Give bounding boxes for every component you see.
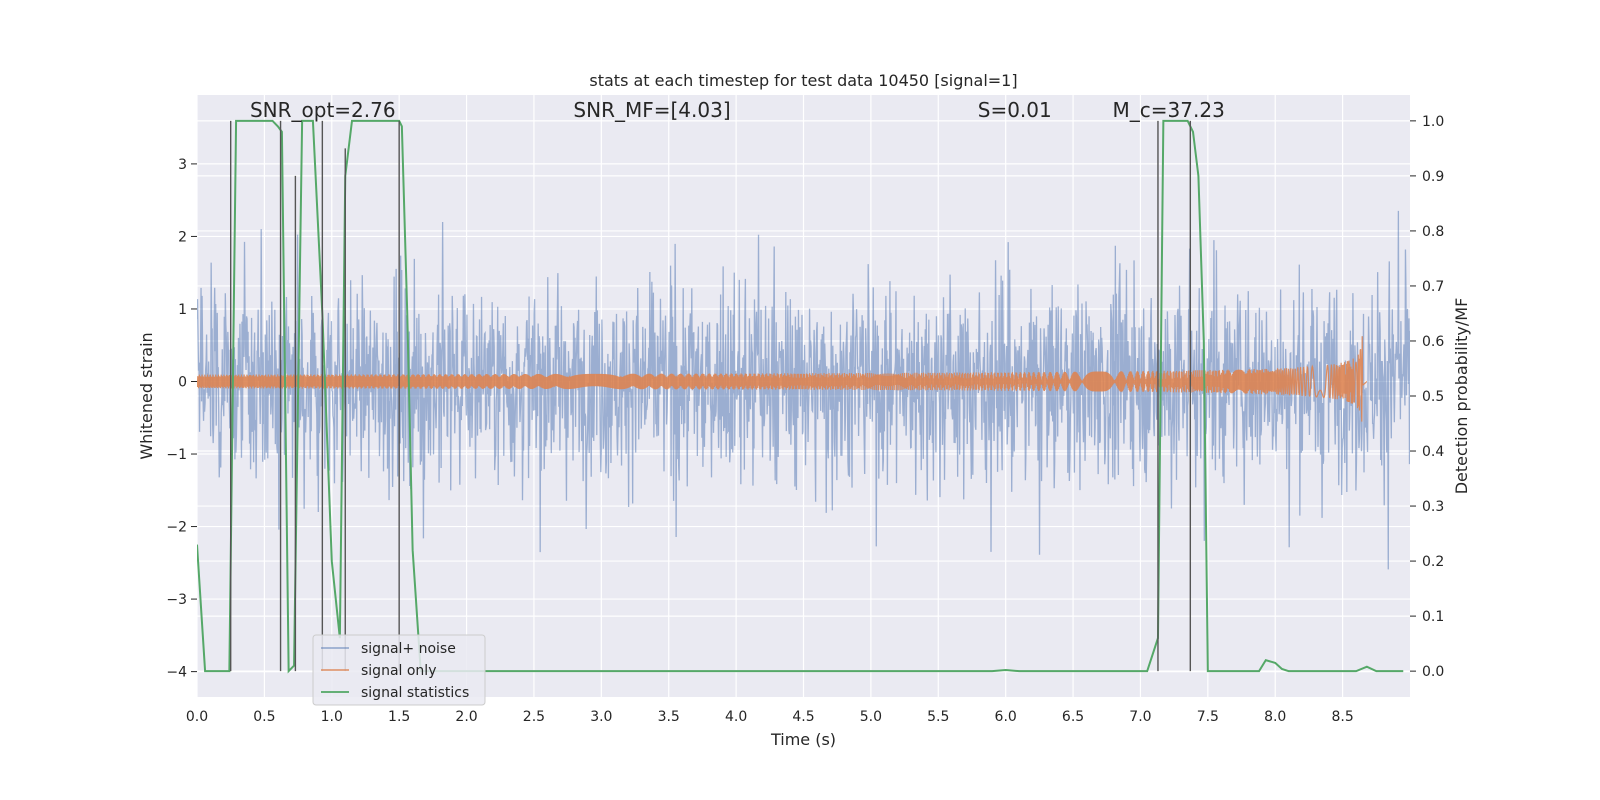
legend-label: signal+ noise	[361, 641, 456, 657]
legend-box	[312, 634, 486, 706]
y-tick-label-right: 0.9	[1422, 169, 1444, 185]
x-tick-label: 0.5	[253, 709, 275, 725]
y-tick-label-right: 0.0	[1422, 664, 1444, 680]
y-tick-label-left: −1	[166, 447, 187, 463]
legend-label: signal statistics	[361, 685, 469, 701]
chart-title: stats at each timestep for test data 104…	[589, 71, 1017, 90]
y-tick-label-left: 2	[178, 229, 187, 245]
x-tick-label: 1.0	[321, 709, 343, 725]
y-tick-label-right: 1.0	[1422, 114, 1444, 130]
x-tick-label: 7.0	[1129, 709, 1151, 725]
detection-marker-layer	[229, 120, 1192, 672]
annotations: SNR_opt=2.76 SNR_MF=[4.03] S=0.01 M_c=37.23	[250, 98, 1225, 122]
x-tick-label: 6.5	[1062, 709, 1084, 725]
legend-label: signal only	[361, 663, 436, 679]
y-tick-label-right: 0.3	[1422, 499, 1444, 515]
x-tick-label: 5.5	[927, 709, 949, 725]
x-tick-label: 2.0	[455, 709, 477, 725]
y-tick-label-left: −3	[166, 592, 187, 608]
x-tick-label: 5.0	[860, 709, 882, 725]
x-tick-label: 3.0	[590, 709, 612, 725]
annotation-text: SNR_opt=2.76	[250, 98, 396, 122]
y-tick-label-left: −2	[166, 520, 187, 536]
x-tick-label: 1.5	[388, 709, 410, 725]
y-tick-label-right: 0.7	[1422, 279, 1444, 295]
legend: signal+ noise signal only signal statistic…	[312, 634, 486, 706]
signal-only-line	[197, 336, 1368, 422]
annotation-text: S=0.01	[978, 98, 1052, 122]
axis-ticks: 0.0 0.5 1.0 1.5 2.0 2.5 3.0 3.5 4.0 4.5 5.0 5.5 6.0 6…	[166, 114, 1444, 725]
y-tick-label-left: 1	[178, 302, 187, 318]
y-tick-label-left: 0	[178, 374, 187, 390]
y-tick-label-left: −4	[166, 665, 187, 681]
y-tick-label-right: 0.4	[1422, 444, 1444, 460]
x-tick-label: 3.5	[658, 709, 680, 725]
x-axis-label: Time (s)	[770, 730, 836, 749]
plot-area	[197, 119, 1410, 674]
y-tick-label-right: 0.6	[1422, 334, 1444, 350]
x-tick-label: 7.5	[1197, 709, 1219, 725]
x-tick-label: 8.0	[1264, 709, 1286, 725]
x-tick-label: 4.5	[792, 709, 814, 725]
signal-only-layer	[197, 336, 1368, 422]
y-tick-label-right: 0.5	[1422, 389, 1444, 405]
annotation-text: M_c=37.23	[1113, 98, 1225, 122]
x-tick-label: 4.0	[725, 709, 747, 725]
x-tick-label: 8.5	[1331, 709, 1353, 725]
signal-statistics-line	[197, 119, 1404, 674]
y-axis-label-right: Detection probability/MF	[1452, 298, 1471, 495]
annotation-text: SNR_MF=[4.03]	[573, 98, 730, 122]
x-tick-label: 0.0	[186, 709, 208, 725]
y-axis-label-left: Whitened strain	[137, 332, 156, 459]
x-tick-label: 6.0	[995, 709, 1017, 725]
signal-statistics-layer	[197, 119, 1404, 674]
y-tick-label-right: 0.8	[1422, 224, 1444, 240]
y-tick-label-right: 0.1	[1422, 609, 1444, 625]
y-tick-label-right: 0.2	[1422, 554, 1444, 570]
y-tick-label-left: 3	[178, 157, 187, 173]
x-tick-label: 2.5	[523, 709, 545, 725]
